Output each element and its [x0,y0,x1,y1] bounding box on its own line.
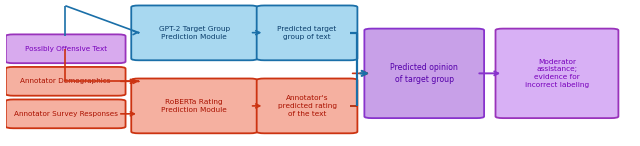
Text: Possibly Offensive Text: Possibly Offensive Text [24,46,107,52]
Text: Annotator's
predicted rating
of the text: Annotator's predicted rating of the text [278,95,337,117]
Text: Predicted target
group of text: Predicted target group of text [277,26,337,40]
Text: GPT-2 Target Group
Prediction Module: GPT-2 Target Group Prediction Module [159,26,230,40]
FancyBboxPatch shape [364,29,484,118]
Text: Predicted opinion
of target group: Predicted opinion of target group [390,63,458,84]
FancyBboxPatch shape [257,79,357,133]
Text: Annotator Demographics: Annotator Demographics [20,78,111,84]
FancyBboxPatch shape [6,99,125,128]
FancyBboxPatch shape [495,29,618,118]
FancyBboxPatch shape [257,5,357,60]
Text: RoBERTa Rating
Prediction Module: RoBERTa Rating Prediction Module [161,99,227,113]
FancyBboxPatch shape [131,5,257,60]
Text: Moderator
assistance;
evidence for
incorrect labeling: Moderator assistance; evidence for incor… [525,59,589,88]
Text: Annotator Survey Responses: Annotator Survey Responses [13,111,118,117]
FancyBboxPatch shape [6,67,125,96]
FancyBboxPatch shape [131,79,257,133]
FancyBboxPatch shape [6,34,125,63]
